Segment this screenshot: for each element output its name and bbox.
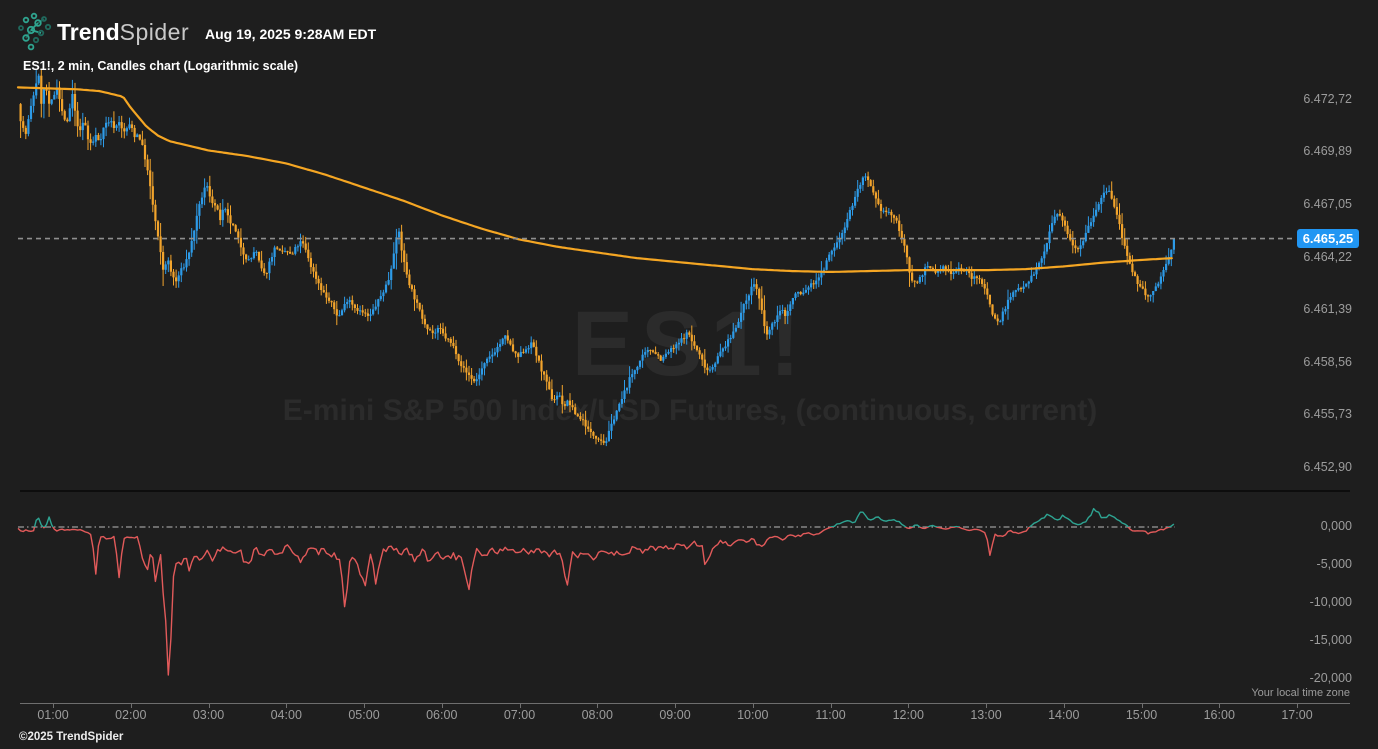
time-tick-mark [597, 703, 599, 708]
time-tick-label: 13:00 [970, 708, 1002, 722]
time-tick-label: 03:00 [192, 708, 225, 722]
time-axis-line [20, 703, 1350, 704]
time-tick-mark [208, 703, 210, 708]
time-tick-label: 10:00 [737, 708, 769, 722]
price-tick-label: 6.455,73 [1303, 407, 1352, 422]
current-price-badge: 6.465,25 [1297, 229, 1359, 249]
brand-wordmark: TrendSpider [57, 19, 189, 46]
time-tick-mark [1063, 703, 1065, 708]
time-tick-mark [519, 703, 521, 708]
time-tick-mark [286, 703, 288, 708]
time-tick-label: 01:00 [37, 708, 69, 722]
time-tick-label: 11:00 [815, 708, 846, 722]
time-tick-mark [830, 703, 832, 708]
time-tick-mark [364, 703, 365, 708]
delta-tick-label: -20,000 [1309, 671, 1352, 685]
time-tick-mark [986, 703, 987, 708]
time-tick-mark [1297, 703, 1298, 708]
time-tick-mark [53, 703, 54, 708]
time-tick-mark [130, 703, 132, 708]
time-tick-label: 08:00 [581, 708, 613, 722]
time-tick-label: 04:00 [270, 708, 302, 722]
price-tick-label: 6.469,89 [1303, 144, 1352, 159]
delta-tick-label: -15,000 [1309, 633, 1352, 647]
price-tick-label: 6.461,39 [1303, 302, 1352, 317]
brand-trend: Trend [57, 19, 120, 45]
trendspider-logo-icon [18, 12, 52, 51]
chart-title: ES1!, 2 min, Candles chart (Logarithmic … [23, 59, 299, 73]
time-tick-label: 09:00 [659, 708, 691, 722]
time-tick-label: 02:00 [115, 708, 147, 722]
time-tick-label: 12:00 [892, 708, 924, 722]
time-tick-label: 16:00 [1203, 708, 1235, 722]
time-tick-label: 06:00 [426, 708, 458, 722]
copyright: ©2025 TrendSpider [19, 731, 124, 743]
price-tick-label: 6.472,72 [1303, 92, 1352, 106]
time-tick-label: 15:00 [1125, 708, 1158, 722]
header: TrendSpider Aug 19, 2025 9:28AM EDT [0, 0, 1378, 56]
time-tick-mark [1219, 703, 1221, 708]
chart-datetime: Aug 19, 2025 9:28AM EDT [205, 26, 377, 42]
price-tick-label: 6.452,90 [1303, 459, 1352, 474]
timezone-note: Your local time zone [1251, 687, 1350, 699]
time-tick-mark [752, 703, 754, 708]
price-tick-label: 6.467,05 [1303, 197, 1352, 212]
delta-tick-label: -10,000 [1309, 595, 1352, 609]
time-tick-mark [675, 703, 676, 708]
price-tick-label: 6.458,56 [1303, 354, 1352, 369]
panel-divider[interactable] [20, 490, 1350, 492]
brand-spider: Spider [119, 19, 190, 45]
time-tick-label: 05:00 [348, 708, 380, 722]
time-tick-label: 17:00 [1281, 708, 1313, 722]
time-tick-mark [1141, 703, 1143, 708]
delta-tick-label: 0,000 [1320, 519, 1352, 533]
time-tick-mark [441, 703, 443, 708]
delta-tick-label: -5,000 [1316, 557, 1352, 571]
watermark-description: E-mini S&P 500 Index/USD Futures, (conti… [282, 394, 1098, 427]
time-tick-label: 14:00 [1048, 708, 1080, 722]
time-tick-mark [908, 703, 910, 708]
price-tick-label: 6.464,22 [1303, 249, 1352, 264]
time-tick-label: 07:00 [503, 708, 536, 722]
